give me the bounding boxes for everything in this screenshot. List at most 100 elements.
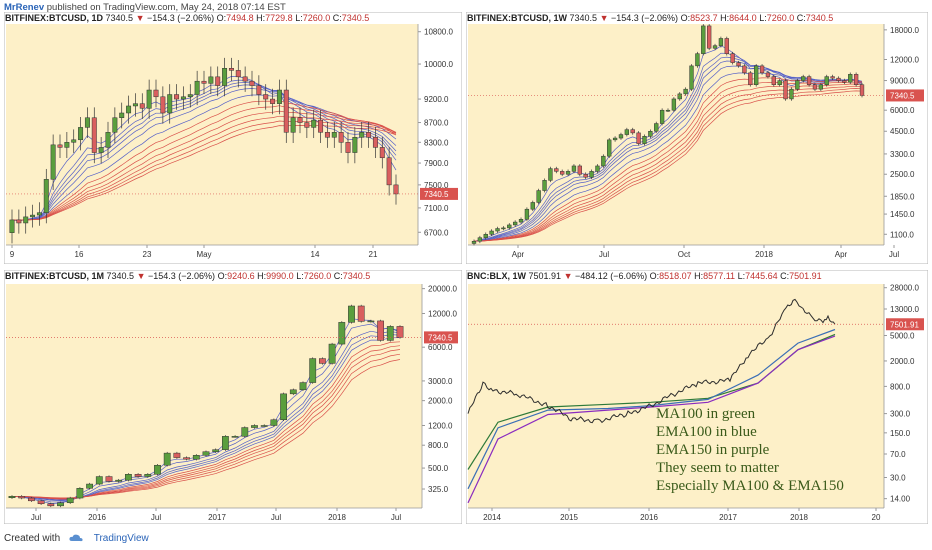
candle bbox=[659, 108, 665, 126]
ohlc-open: 9240.6 bbox=[227, 271, 255, 281]
candle-body bbox=[630, 129, 635, 134]
last-price: 7340.5 bbox=[569, 13, 598, 23]
candle-body bbox=[765, 72, 771, 77]
candle bbox=[771, 74, 776, 87]
chart-legend: BNC:BLX, 1W 7501.91 ▼ −484.12 (−6.06%) O… bbox=[467, 270, 822, 282]
candle bbox=[124, 473, 132, 482]
candle bbox=[132, 93, 138, 117]
candle-body bbox=[280, 393, 288, 421]
candle-body bbox=[105, 476, 113, 482]
candle bbox=[180, 86, 186, 110]
down-arrow-icon: ▼ bbox=[599, 13, 609, 23]
candle bbox=[783, 78, 788, 101]
candle bbox=[589, 169, 594, 180]
candle bbox=[260, 424, 268, 427]
candle bbox=[328, 342, 336, 365]
candle bbox=[105, 121, 111, 159]
chart-panel-btc-1d[interactable]: 10800.0 10000.0 9200.0 8700.0 8300.0 7900.0 75… bbox=[4, 12, 462, 264]
ohlc-high: 8577.11 bbox=[703, 271, 736, 281]
candle-body bbox=[84, 117, 90, 128]
symbol-label[interactable]: BNC:BLX, 1W bbox=[467, 271, 526, 281]
plot-background bbox=[6, 24, 418, 245]
candle bbox=[134, 473, 142, 478]
x-tick-label: 16 bbox=[75, 250, 84, 259]
chart-panel-blx-1w[interactable]: 28000.0 13000.0 5000.0 2000.0 800.0 300.0 150.… bbox=[466, 270, 928, 524]
price-change: −484.12 (−6.06%) bbox=[575, 271, 648, 281]
candle-body bbox=[173, 452, 181, 458]
candle-body bbox=[30, 214, 36, 218]
y-tick-label: 10000.0 bbox=[424, 60, 453, 69]
candle bbox=[297, 107, 303, 134]
down-arrow-icon: ▼ bbox=[135, 13, 145, 23]
candle-body bbox=[759, 65, 765, 74]
annotation-line: Especially MA100 & EMA150 bbox=[656, 478, 844, 494]
candle-body bbox=[601, 155, 606, 167]
publish-info: published on TradingView.com, May 24, 20… bbox=[46, 2, 286, 13]
candle-body bbox=[228, 68, 234, 71]
symbol-label[interactable]: BITFINEX:BTCUSD, 1W bbox=[467, 13, 567, 23]
candle bbox=[64, 131, 70, 159]
candle bbox=[571, 164, 577, 174]
candle bbox=[583, 172, 588, 180]
candle-body bbox=[251, 425, 258, 428]
chart-panel-btc-1w[interactable]: 18000.0 12000.0 9000.0 6000.0 4500.0 3300.0 25… bbox=[466, 12, 928, 264]
candle-body bbox=[36, 212, 42, 216]
x-tick-label: Jul bbox=[31, 513, 41, 522]
candle-body bbox=[818, 84, 824, 90]
chart-svg[interactable]: 20000.0 12000.0 6000.0 3000.0 2000.0 1200.0 80… bbox=[4, 270, 462, 524]
candle-body bbox=[789, 88, 794, 100]
candle bbox=[84, 107, 90, 139]
symbol-label[interactable]: BITFINEX:BTCUSD, 1M bbox=[5, 271, 104, 281]
ema-line-50 bbox=[11, 124, 397, 221]
candle-body bbox=[665, 109, 671, 112]
candle-body bbox=[507, 224, 512, 229]
candle-body bbox=[859, 84, 865, 96]
candle-body bbox=[260, 425, 268, 427]
candle bbox=[167, 84, 173, 124]
candle-body bbox=[146, 89, 152, 109]
author-link[interactable]: MrRenev bbox=[4, 2, 45, 13]
candle-body bbox=[115, 479, 123, 482]
y-tick-label: 12000.0 bbox=[890, 56, 919, 65]
chart-svg[interactable]: 18000.0 12000.0 9000.0 6000.0 4500.0 3300.0 25… bbox=[466, 12, 928, 264]
candle-body bbox=[695, 53, 700, 67]
candle bbox=[91, 107, 97, 164]
candle-body bbox=[701, 25, 706, 54]
candle bbox=[595, 164, 600, 174]
candle bbox=[221, 435, 229, 451]
symbol-label[interactable]: BITFINEX:BTCUSD, 1D bbox=[5, 13, 104, 23]
annotation-line: MA100 in green bbox=[656, 406, 756, 422]
candle-body bbox=[771, 76, 776, 85]
candle bbox=[359, 121, 365, 148]
candle-body bbox=[163, 452, 171, 466]
publish-header: MrRenev published on TradingView.com, Ma… bbox=[4, 2, 286, 14]
candle bbox=[235, 60, 241, 88]
y-tick-label: 2000.0 bbox=[428, 397, 453, 406]
chart-panel-btc-1m[interactable]: 20000.0 12000.0 6000.0 3000.0 2000.0 1200.0 80… bbox=[4, 270, 462, 524]
candle bbox=[311, 109, 317, 139]
price-change: −154.3 (−2.06%) bbox=[611, 13, 679, 23]
candle-body bbox=[8, 496, 16, 499]
candle-body bbox=[736, 62, 741, 67]
tradingview-link[interactable]: TradingView bbox=[93, 533, 149, 544]
down-arrow-icon: ▼ bbox=[563, 271, 573, 281]
candle-body bbox=[724, 38, 729, 54]
candle bbox=[270, 88, 276, 115]
candle-body bbox=[795, 80, 800, 90]
candle-body bbox=[393, 184, 399, 195]
last-price: 7340.5 bbox=[105, 13, 134, 23]
candle bbox=[489, 229, 494, 237]
candle bbox=[348, 304, 355, 324]
candle bbox=[263, 84, 269, 110]
chart-legend: BITFINEX:BTCUSD, 1D 7340.5 ▼ −154.3 (−2.… bbox=[5, 12, 369, 24]
candle bbox=[357, 304, 365, 323]
chart-svg[interactable]: 28000.0 13000.0 5000.0 2000.0 800.0 300.0 150.… bbox=[466, 270, 928, 524]
candle bbox=[318, 109, 324, 143]
candle-body bbox=[318, 119, 324, 133]
x-tick-label: Oct bbox=[678, 250, 691, 259]
down-arrow-icon: ▼ bbox=[136, 271, 146, 281]
chart-svg[interactable]: 10800.0 10000.0 9200.0 8700.0 8300.0 7900.0 75… bbox=[4, 12, 462, 264]
candle bbox=[160, 86, 166, 124]
candle-body bbox=[242, 76, 248, 82]
candle bbox=[57, 134, 63, 159]
